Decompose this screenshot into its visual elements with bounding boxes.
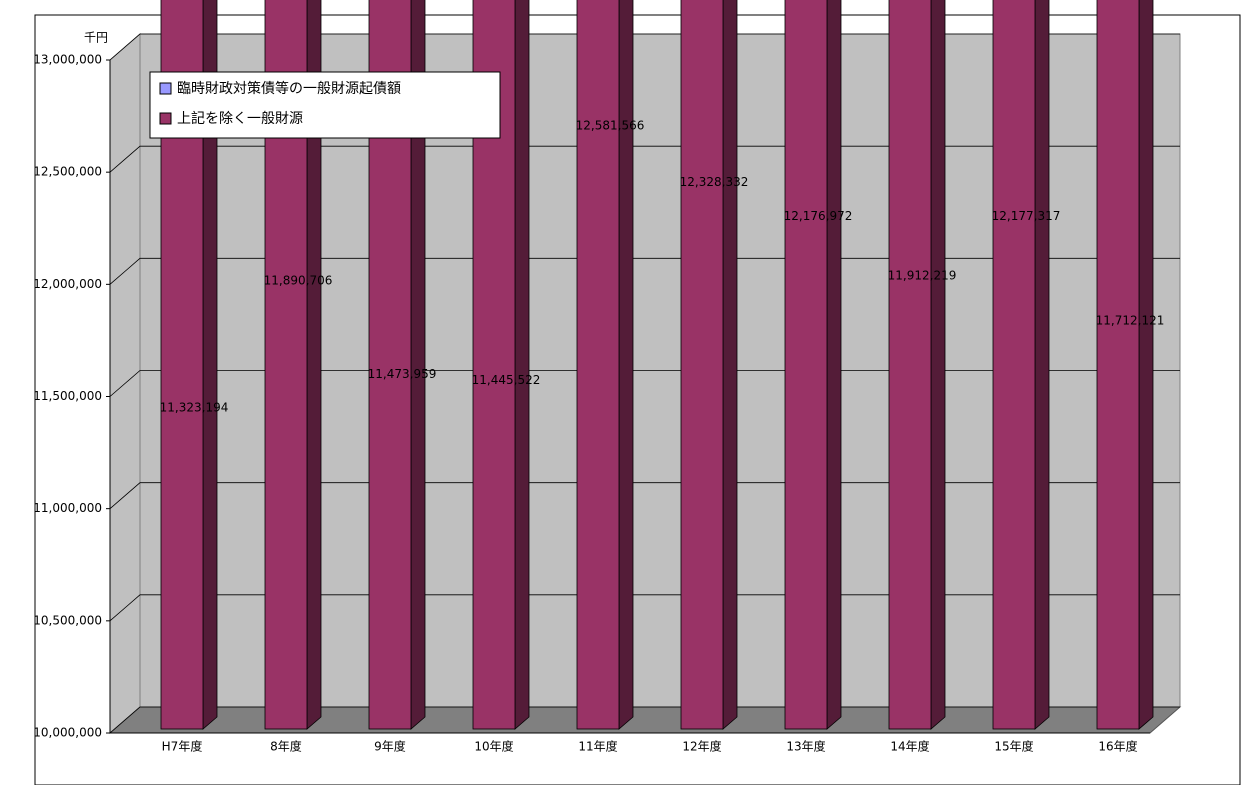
total-label: 12,176,972 — [784, 209, 853, 223]
legend-swatch — [159, 82, 172, 95]
x-tick-label: 10年度 — [474, 739, 513, 754]
y-tick-label: 10,500,000 — [33, 613, 102, 627]
total-label: 12,328,332 — [680, 175, 749, 189]
bar-side — [514, 0, 530, 730]
legend — [149, 71, 501, 139]
total-label: 11,890,706 — [264, 273, 333, 287]
x-tick-label: H7年度 — [162, 739, 203, 754]
legend-label: 臨時財政対策債等の一般財源起債額 — [177, 80, 401, 97]
total-label: 11,912,219 — [888, 269, 957, 283]
bar-side — [306, 0, 322, 730]
bar-side — [410, 0, 426, 730]
y-tick-label: 12,500,000 — [33, 165, 102, 179]
y-tick-label: 11,000,000 — [33, 501, 102, 515]
legend-swatch — [159, 112, 172, 125]
x-tick-label: 15年度 — [994, 739, 1033, 754]
bar-side — [1034, 0, 1050, 730]
bar-side — [202, 0, 218, 730]
unit-label: 千円 — [84, 31, 108, 45]
x-tick-label: 11年度 — [578, 739, 617, 754]
y-tick-label: 11,500,000 — [33, 389, 102, 403]
bar-side — [618, 0, 634, 730]
x-tick-label: 13年度 — [786, 739, 825, 754]
bar — [1096, 0, 1140, 730]
bar-side — [826, 0, 842, 730]
bar — [576, 0, 620, 730]
legend-label: 上記を除く一般財源 — [177, 110, 303, 127]
bar — [992, 0, 1036, 730]
total-label: 11,323,194 — [160, 401, 229, 415]
total-label: 11,445,522 — [472, 373, 541, 387]
bar-side — [1138, 0, 1154, 730]
total-label: 11,712,121 — [1096, 313, 1165, 327]
total-label: 12,581,566 — [576, 118, 645, 132]
x-tick-label: 12年度 — [682, 739, 721, 754]
x-tick-label: 8年度 — [270, 739, 302, 754]
bar — [680, 0, 724, 730]
x-tick-label: 16年度 — [1098, 739, 1137, 754]
bar — [888, 0, 932, 730]
y-tick-label: 13,000,000 — [33, 53, 102, 67]
y-tick-label: 10,000,000 — [33, 726, 102, 740]
total-label: 12,177,317 — [992, 209, 1061, 223]
bar-side — [722, 0, 738, 730]
total-label: 11,473,959 — [368, 367, 437, 381]
bar-side — [930, 0, 946, 730]
x-tick-label: 14年度 — [890, 739, 929, 754]
bar — [784, 0, 828, 730]
y-tick-label: 12,000,000 — [33, 277, 102, 291]
x-tick-label: 9年度 — [374, 739, 406, 754]
